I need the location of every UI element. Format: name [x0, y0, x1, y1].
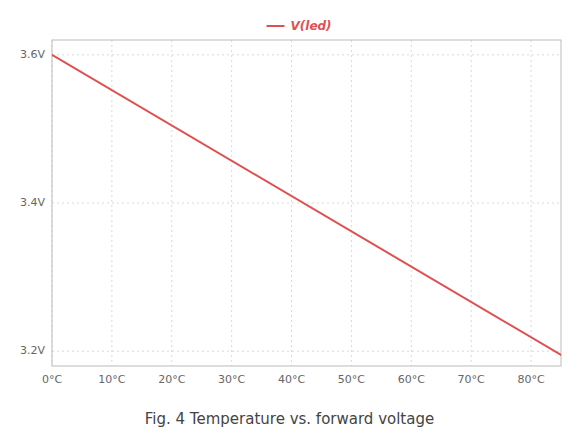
- grid-line: [411, 40, 412, 366]
- y-tick-label: 3.4V: [20, 196, 45, 209]
- x-tick-label: 50°C: [338, 373, 365, 386]
- plot-area: [52, 55, 561, 355]
- x-tick-label: 10°C: [98, 373, 125, 386]
- x-tick-label: 70°C: [458, 373, 485, 386]
- y-tick-label: 3.6V: [20, 48, 45, 61]
- x-tick-label: 30°C: [218, 373, 245, 386]
- grid-line: [52, 54, 561, 55]
- grid-line: [471, 40, 472, 366]
- x-tick-label: 40°C: [278, 373, 305, 386]
- grid-line: [52, 203, 561, 204]
- grid-line: [52, 351, 561, 352]
- grid: [52, 40, 561, 366]
- grid-line: [291, 40, 292, 366]
- chart: 3.2V 3.4V 3.6V 0°C 10°C 20°C 30°C 40°C 50°C 60°C 7…: [0, 0, 579, 438]
- grid-line: [231, 40, 232, 366]
- plot-frame: [52, 40, 561, 366]
- grid-line: [351, 40, 352, 366]
- caption: Fig. 4 Temperature vs. forward voltage: [145, 410, 434, 428]
- x-tick-label: 60°C: [398, 373, 425, 386]
- y-tick-label: 3.2V: [20, 344, 45, 357]
- grid-line: [531, 40, 532, 366]
- axes: 3.2V 3.4V 3.6V 0°C 10°C 20°C 30°C 40°C 50°C 60°C 7…: [20, 48, 545, 386]
- legend-label: V(led): [291, 19, 332, 33]
- line: [52, 55, 561, 355]
- legend: V(led): [267, 19, 332, 33]
- x-tick-label: 0°C: [42, 373, 62, 386]
- x-tick-label: 80°C: [517, 373, 544, 386]
- grid-line: [171, 40, 172, 366]
- x-tick-label: 20°C: [158, 373, 185, 386]
- legend-swatch: [267, 25, 285, 27]
- background: [0, 0, 579, 438]
